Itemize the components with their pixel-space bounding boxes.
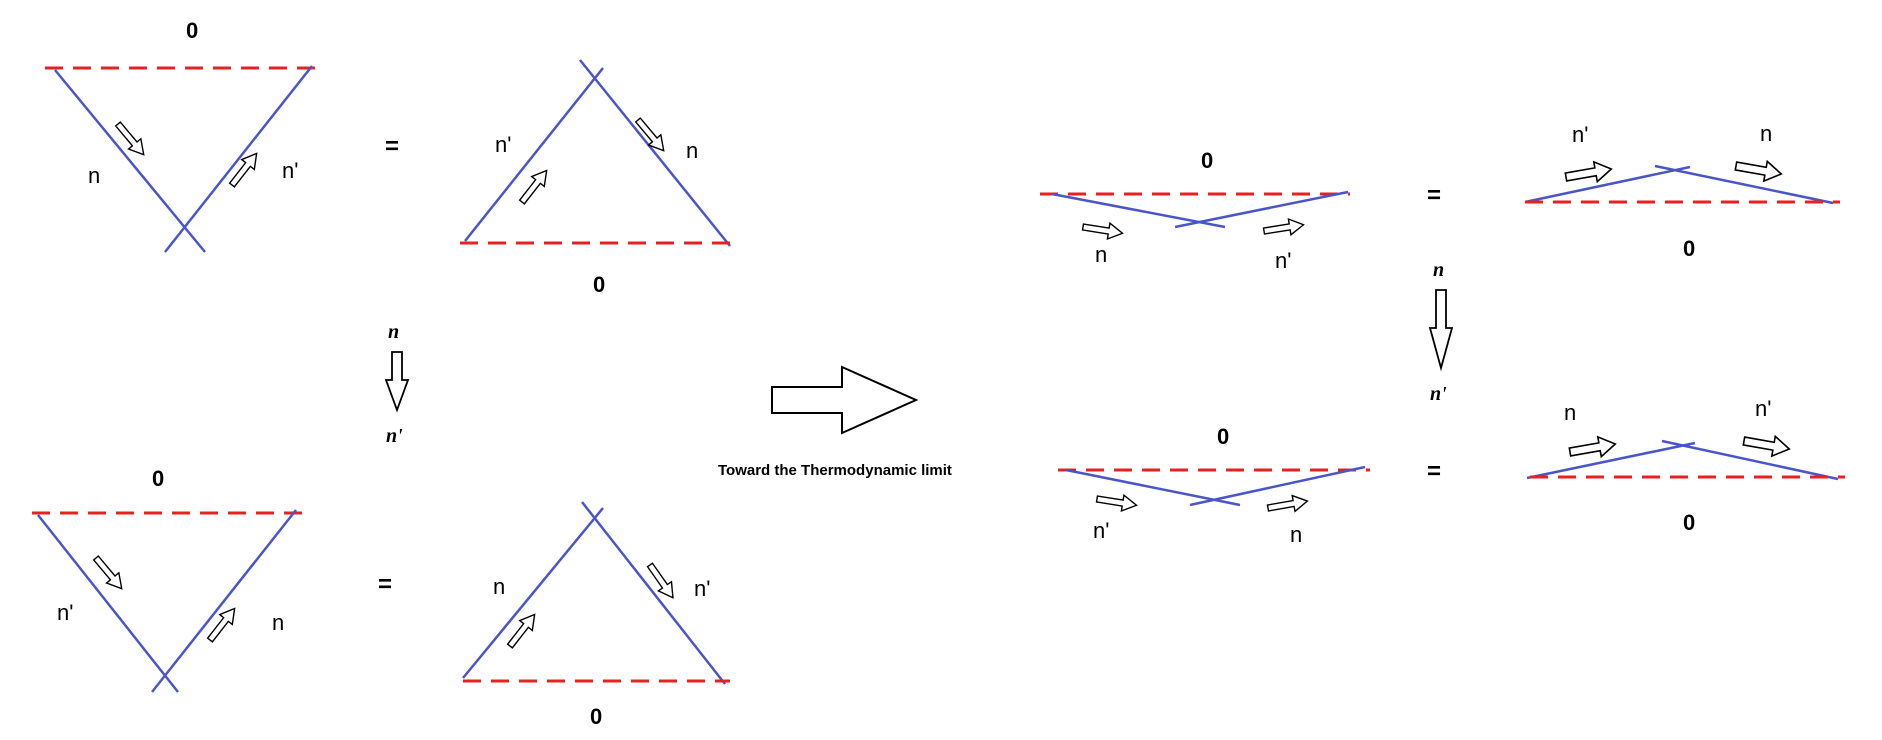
diagonal-line [1524,165,1691,204]
hollow-arrow-icon [642,559,681,604]
thermodynamic-limit-arrow: Toward the Thermodynamic limit [718,365,952,479]
diagonal-line [1189,465,1366,507]
zero-label: 0 [1217,424,1229,449]
hollow-arrow-icon [1081,218,1125,242]
particle-label: n' [1093,518,1109,543]
zero-label: 0 [593,272,605,297]
flat-triangle-diagram-top-right: n' n 0 [1524,121,1840,261]
particle-label: n' [694,576,710,601]
arrow-bottom-label: n' [386,425,403,447]
zero-label: 0 [1683,236,1695,261]
equals-sign: = [378,571,392,598]
diagonal-line [1661,439,1839,481]
hollow-arrow-icon [1567,433,1618,463]
zero-label: 0 [1683,510,1695,535]
particle-label: n' [282,158,298,183]
triangle-diagram-top-left: n' n 0 [460,59,735,297]
diagonal-line [1526,441,1696,480]
diagonal-line [1174,190,1349,229]
particle-label: n [1095,242,1107,267]
hollow-arrow-icon [1095,490,1139,514]
triangle-diagram-bottom-left: n n' 0 [462,501,730,729]
transition-arrow-left: n n' [384,321,410,447]
particle-label: n' [1572,122,1588,147]
hollow-arrow-icon [502,608,542,652]
particle-label: n [493,574,505,599]
particle-label: n [686,138,698,163]
diagonal-line [581,501,726,685]
diagonal-line [54,69,206,253]
zero-label: 0 [152,466,164,491]
flat-triangle-diagram-bottom-right: n n' 0 [1526,396,1845,535]
down-arrow-icon [1428,289,1454,372]
down-arrow-icon [384,351,410,413]
particle-label: n' [495,132,511,157]
arrow-top-label: n [1433,259,1444,281]
particle-label: n [1564,400,1576,425]
transition-arrow-right: n n' [1428,259,1454,405]
hollow-arrow-icon [202,602,242,646]
diagonal-line [164,65,313,253]
arrow-bottom-label: n' [1430,383,1447,405]
hollow-arrow-icon [1265,492,1310,517]
equals-sign: = [1427,458,1441,485]
particle-label: n' [1755,396,1771,421]
diagonal-line [151,509,297,693]
particle-label: n' [57,600,73,625]
hollow-arrow-icon [111,118,151,161]
v-diagram-bottom-left: 0 n' n [32,466,306,693]
v-diagram-top-left: 0 n n' [45,18,320,253]
diagonal-line [579,59,731,247]
particle-label: n [1760,121,1772,146]
arrow-top-label: n [388,321,399,343]
particle-label: n [272,610,284,635]
diagonal-line [37,514,179,693]
diagonal-line [464,67,604,242]
particle-label: n' [1275,248,1291,273]
hollow-arrow-icon [1741,430,1792,460]
caption-text: Toward the Thermodynamic limit [718,462,952,479]
hollow-arrow-icon [1733,155,1784,185]
zero-label: 0 [186,18,198,43]
zero-label: 0 [1201,148,1213,173]
right-arrow-icon [771,365,919,435]
zero-label: 0 [590,704,602,729]
equals-sign: = [385,133,399,160]
flat-v-diagram-bottom-right: 0 n' n [1058,424,1370,547]
diagonal-line [1654,164,1834,205]
particle-label: n [88,163,100,188]
hollow-arrow-icon [1262,216,1306,240]
particle-label: n [1290,522,1302,547]
hollow-arrow-icon [1563,158,1614,188]
flat-v-diagram-top-right: 0 n n' [1040,148,1350,273]
diagonal-line [462,507,604,679]
equals-sign: = [1427,182,1441,209]
